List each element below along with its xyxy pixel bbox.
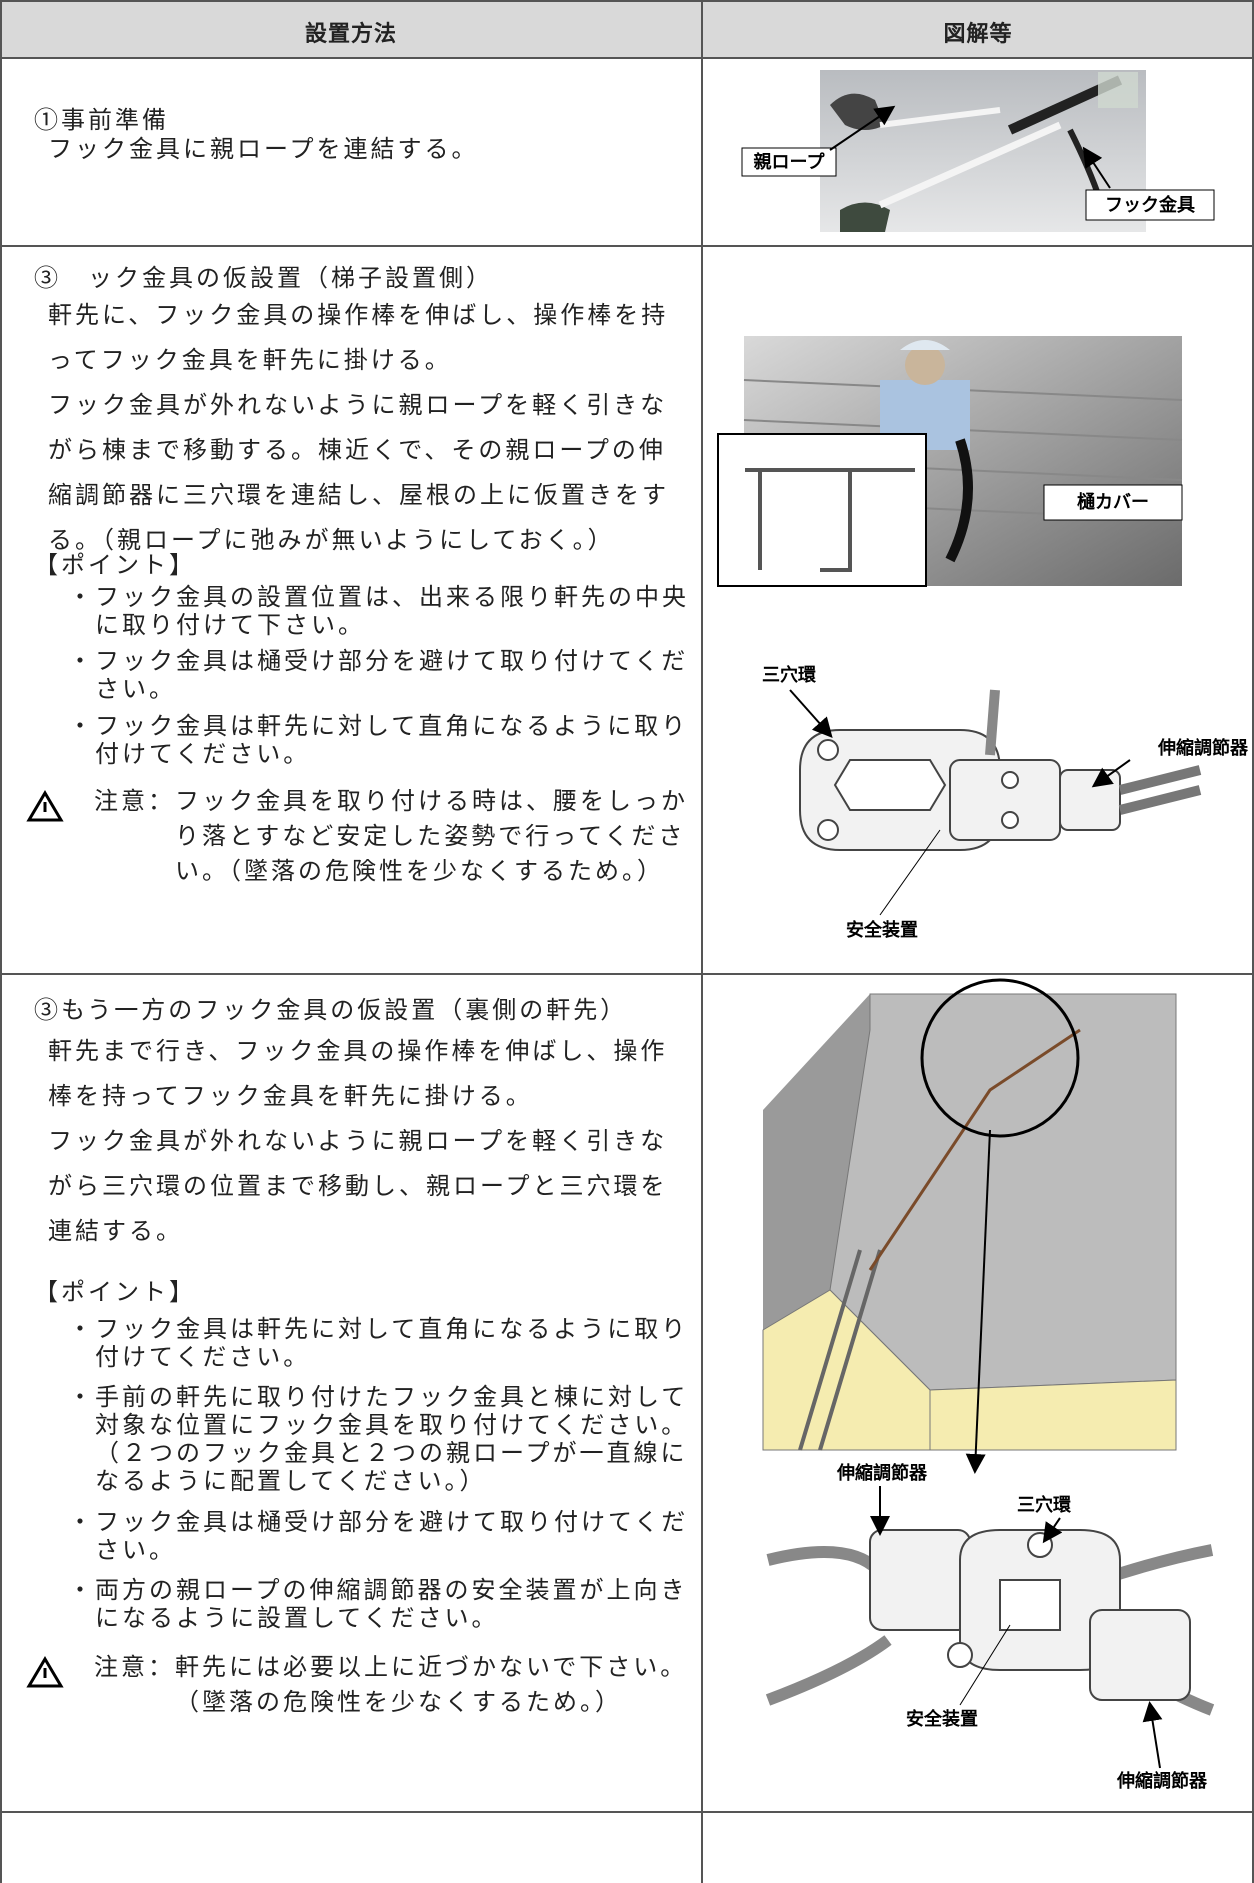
paragraph: フック金具が外れないように親ロープを軽く引きながら三穴環の位置まで移動し、親ロー… xyxy=(48,1129,668,1245)
bullet: ・フック金具は樋受け部分を避けて取り付けてください。 xyxy=(68,1510,689,1564)
bullet: ・フック金具は樋受け部分を避けて取り付けてください。 xyxy=(68,649,689,703)
step-title: ③ ック金具の仮設置（梯子設置側） xyxy=(34,266,493,292)
bullet: ・フック金具の設置位置は、出来る限り軒先の中央に取り付けて下さい。 xyxy=(68,585,689,639)
bullet: ・両方の親ロープの伸縮調節器の安全装置が上向きになるように設置してください。 xyxy=(68,1578,688,1632)
caution-label: 注意： xyxy=(94,1655,175,1681)
point-heading: 【ポイント】 xyxy=(34,553,196,579)
figure-label: 伸縮調節器 xyxy=(1157,737,1249,759)
header-cell: 設置方法 xyxy=(304,22,397,47)
figure-label: 安全装置 xyxy=(906,1708,978,1730)
figure-label: 樋カバー xyxy=(1077,491,1149,513)
figure-label: 伸縮調節器 xyxy=(1116,1770,1208,1792)
caution: 注意： 軒先には必要以上に近づかないで下さい。 （墜落の危険性を少なくするため。… xyxy=(94,1651,695,1721)
step-title: ③もう一方のフック金具の仮設置（裏側の軒先） xyxy=(34,998,628,1024)
bullet: ・フック金具は軒先に対して直角になるように取り付けてください。 xyxy=(68,1317,689,1371)
paragraph: 軒先まで行き、フック金具の操作棒を伸ばし、操作棒を持ってフック金具を軒先に掛ける… xyxy=(48,1039,668,1110)
paragraph: 軒先に、フック金具の操作棒を伸ばし、操作棒を持ってフック金具を軒先に掛ける。 xyxy=(48,303,669,374)
caution: 注意： フック金具を取り付ける時は、腰をしっかり落とすなど安定した姿勢で行ってく… xyxy=(94,785,695,890)
figure-label: フック金具 xyxy=(1105,194,1195,216)
paragraphs: 軒先に、フック金具の操作棒を伸ばし、操作棒を持ってフック金具を軒先に掛ける。 フ… xyxy=(48,294,678,564)
bullet: ・フック金具は軒先に対して直角になるように取り付けてください。 xyxy=(68,714,689,768)
figure-label: 三穴環 xyxy=(762,664,817,686)
caution-text: 軒先には必要以上に近づかないで下さい。 （墜落の危険性を少なくするため。） xyxy=(175,1655,688,1716)
figure-label: 安全装置 xyxy=(846,919,918,941)
caution-text: フック金具を取り付ける時は、腰をしっかり落とすなど安定した姿勢で行ってください。… xyxy=(175,789,688,885)
warning-icon xyxy=(26,790,64,1688)
paragraphs: 軒先まで行き、フック金具の操作棒を伸ばし、操作棒を持ってフック金具を軒先に掛ける… xyxy=(48,1030,678,1255)
paragraph: フック金具が外れないように親ロープを軽く引きながら棟まで移動する。棟近くで、その… xyxy=(48,393,669,554)
figure-label: 伸縮調節器 xyxy=(836,1462,928,1484)
figure-label: 三穴環 xyxy=(1017,1494,1072,1516)
header-cell: 図解等 xyxy=(943,22,1013,47)
bullet: ・手前の軒先に取り付けたフック金具と棟に対して対象な位置にフック金具を取り付けて… xyxy=(68,1385,689,1495)
paragraph: フック金具に親ロープを連結する。 xyxy=(48,137,479,163)
caution-label: 注意： xyxy=(94,789,175,815)
step-title: ①事前準備 xyxy=(34,108,169,134)
point-heading: 【ポイント】 xyxy=(34,1280,196,1306)
figure-label: 親ロープ xyxy=(754,151,826,173)
